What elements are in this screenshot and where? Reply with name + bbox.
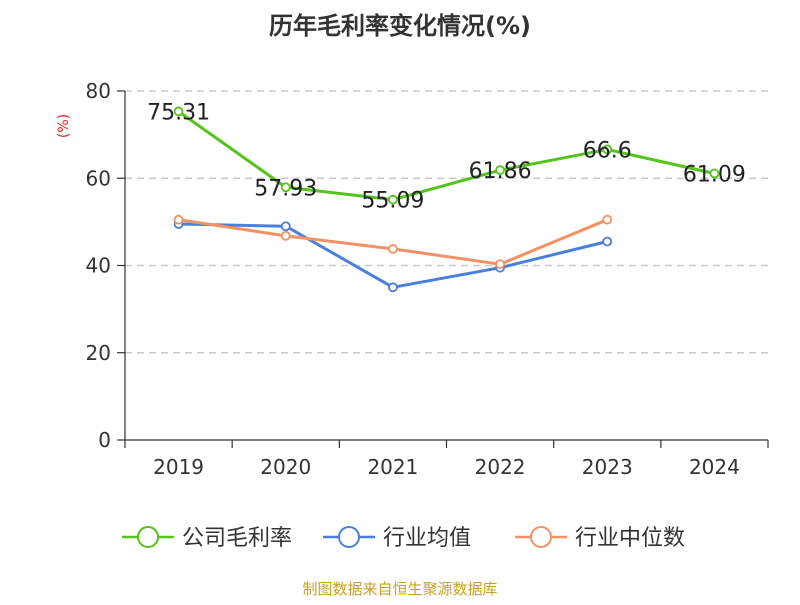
x-tick-label: 2019 <box>153 455 204 479</box>
legend-marker <box>137 526 159 548</box>
data-label-layer: 75.31 57.93 55.09 61.86 66.6 61.09 <box>147 100 746 213</box>
data-point <box>388 244 398 254</box>
series-line <box>178 222 608 289</box>
data-label: 57.93 <box>254 176 317 201</box>
y-tick-label: 80 <box>86 79 111 103</box>
y-tick-label: 60 <box>86 166 111 190</box>
footer-source: 制图数据来自恒生聚源数据库 <box>302 580 497 598</box>
legend-label: 行业中位数 <box>575 526 685 551</box>
legend-marker <box>338 526 360 548</box>
data-point <box>602 236 613 247</box>
data-point <box>173 106 184 117</box>
legend: 公司毛利率 行业均值 行业中位数 <box>122 526 685 551</box>
data-point <box>280 182 291 193</box>
data-point <box>388 282 398 293</box>
x-tick-label: 2023 <box>582 455 633 479</box>
legend-marker <box>530 526 552 548</box>
data-point <box>602 214 613 225</box>
y-tick-label: 20 <box>86 341 111 365</box>
data-point <box>709 168 720 179</box>
grid-layer <box>125 90 768 354</box>
x-tick-label: 2020 <box>260 455 311 479</box>
data-label: 75.31 <box>147 100 210 125</box>
data-point <box>495 165 505 176</box>
series-layer <box>173 106 720 293</box>
data-point <box>495 259 505 270</box>
x-tick-label: 2021 <box>367 455 418 479</box>
y-tick-label: 0 <box>98 428 111 452</box>
data-point <box>280 230 291 241</box>
axis-layer: 0 20 40 60 80 2019 2020 2021 2022 2023 2024 <box>86 79 769 479</box>
legend-label: 行业均值 <box>383 526 471 551</box>
data-label: 61.86 <box>469 159 532 184</box>
x-tick-label: 2024 <box>689 455 740 479</box>
data-point <box>280 221 291 232</box>
data-point <box>602 144 613 155</box>
x-tick-label: 2022 <box>475 455 526 479</box>
y-axis-label: (%) <box>56 114 72 138</box>
chart-title: 历年毛利率变化情况(%) <box>269 12 531 40</box>
series-line <box>177 110 715 202</box>
legend-label: 公司毛利率 <box>182 526 292 551</box>
data-label: 55.09 <box>361 189 424 214</box>
data-label: 61.09 <box>683 162 746 187</box>
data-point <box>388 194 398 205</box>
data-point <box>173 214 184 225</box>
data-label: 66.6 <box>583 138 632 163</box>
y-tick-label: 40 <box>86 254 111 278</box>
